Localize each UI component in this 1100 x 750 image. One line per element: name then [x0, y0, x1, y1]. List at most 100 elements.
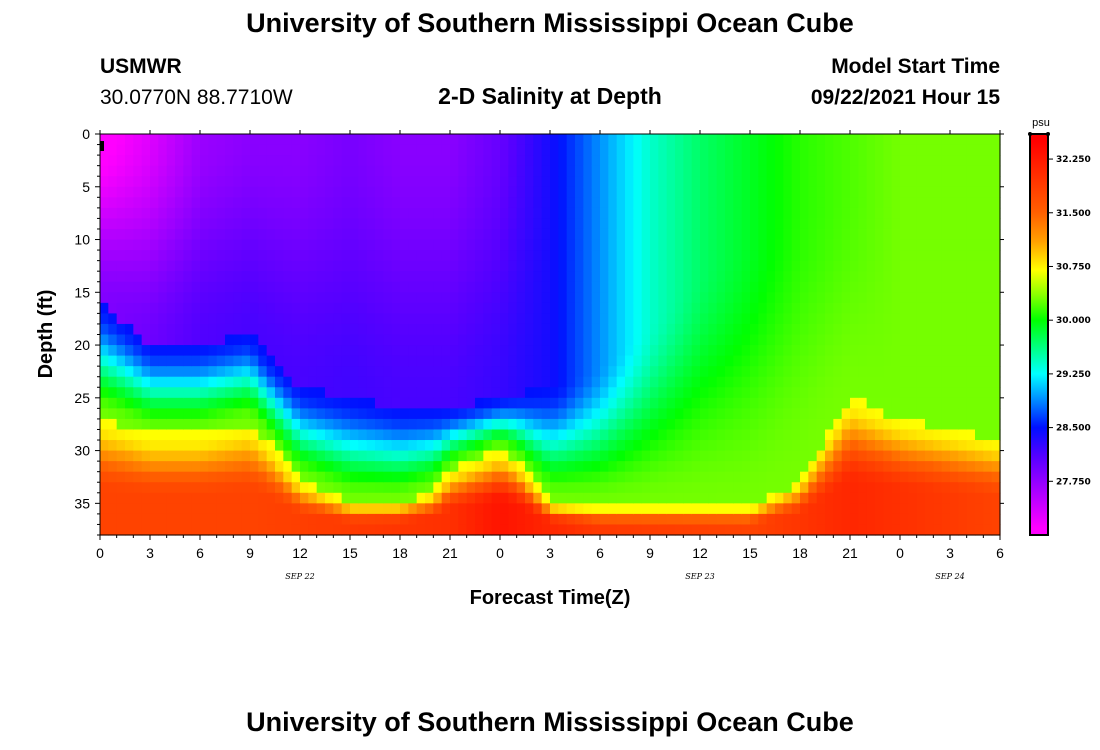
heatmap-cell	[116, 418, 126, 431]
heatmap-cell	[666, 418, 676, 431]
heatmap-cell	[708, 165, 718, 177]
heatmap-cell	[875, 144, 884, 156]
heatmap-cell	[133, 450, 143, 462]
heatmap-cell	[450, 239, 459, 251]
heatmap-cell	[600, 355, 609, 367]
heatmap-cell	[866, 471, 876, 483]
heatmap-cell	[350, 397, 359, 409]
heatmap-cell	[558, 239, 568, 251]
heatmap-cell	[591, 186, 601, 198]
heatmap-cell	[325, 513, 334, 526]
heatmap-cell	[908, 513, 918, 526]
x-axis-title: Forecast Time(Z)	[470, 587, 631, 609]
heatmap-cell	[833, 355, 843, 367]
heatmap-cell	[850, 292, 859, 304]
heatmap-cell	[816, 292, 826, 304]
heatmap-cell	[458, 281, 468, 293]
heatmap-cell	[550, 260, 559, 272]
heatmap-cell	[491, 144, 501, 156]
heatmap-cell	[683, 355, 693, 367]
heatmap-cell	[541, 250, 551, 262]
heatmap-cell	[400, 334, 409, 346]
heatmap-cell	[166, 197, 176, 209]
heatmap-cell	[791, 440, 801, 452]
heatmap-cell	[133, 155, 143, 167]
heatmap-cell	[925, 207, 934, 220]
heatmap-cell	[408, 408, 418, 420]
heatmap-cell	[758, 260, 768, 272]
heatmap-cell	[933, 461, 943, 473]
heatmap-cell	[341, 197, 351, 209]
heatmap-cell	[491, 239, 501, 251]
heatmap-cell	[491, 155, 501, 167]
heatmap-cell	[216, 503, 226, 515]
heatmap-cell	[183, 366, 193, 378]
heatmap-cell	[850, 313, 859, 325]
heatmap-cell	[925, 524, 934, 536]
heatmap-cell	[350, 186, 359, 198]
heatmap-cell	[533, 239, 543, 251]
heatmap-cell	[383, 260, 393, 272]
heatmap-cell	[466, 376, 476, 388]
heatmap-cell	[183, 218, 193, 230]
heatmap-cell	[175, 482, 184, 494]
heatmap-cell	[633, 492, 643, 504]
heatmap-cell	[216, 176, 226, 188]
heatmap-cell	[783, 418, 793, 431]
heatmap-cell	[675, 271, 684, 283]
heatmap-cell	[575, 302, 584, 314]
heatmap-cell	[375, 334, 384, 346]
heatmap-cell	[375, 292, 384, 304]
heatmap-cell	[483, 376, 493, 388]
heatmap-cell	[125, 503, 134, 515]
heatmap-cell	[658, 450, 668, 462]
heatmap-cell	[950, 471, 959, 483]
heatmap-cell	[791, 197, 801, 209]
heatmap-cell	[266, 366, 276, 378]
heatmap-cell	[566, 376, 576, 388]
heatmap-cell	[608, 292, 618, 304]
heatmap-cell	[283, 313, 293, 325]
heatmap-cell	[641, 418, 651, 431]
heatmap-cell	[691, 524, 701, 536]
heatmap-cell	[100, 408, 109, 420]
heatmap-cell	[791, 429, 801, 441]
heatmap-cell	[458, 176, 468, 188]
heatmap-cell	[375, 155, 384, 167]
heatmap-cell	[975, 355, 984, 367]
heatmap-cell	[308, 292, 318, 304]
heatmap-cell	[575, 281, 584, 293]
heatmap-cell	[208, 218, 218, 230]
heatmap-cell	[600, 186, 609, 198]
heatmap-cell	[941, 313, 951, 325]
heatmap-cell	[216, 144, 226, 156]
heatmap-cell	[408, 281, 418, 293]
heatmap-cell	[875, 471, 884, 483]
heatmap-cell	[525, 176, 534, 188]
heatmap-cell	[733, 334, 743, 346]
heatmap-cell	[783, 355, 793, 367]
heatmap-cell	[791, 503, 801, 515]
heatmap-cell	[891, 144, 901, 156]
heatmap-cell	[850, 323, 859, 336]
heatmap-cell	[725, 503, 734, 515]
heatmap-cell	[400, 144, 409, 156]
heatmap-cell	[908, 387, 918, 399]
heatmap-cell	[516, 239, 526, 251]
heatmap-cell	[258, 302, 268, 314]
heatmap-cell	[783, 482, 793, 494]
heatmap-cell	[483, 513, 493, 526]
heatmap-cell	[200, 260, 209, 272]
heatmap-cell	[183, 176, 193, 188]
heatmap-cell	[391, 281, 401, 293]
heatmap-cell	[416, 271, 426, 283]
heatmap-cell	[825, 292, 834, 304]
heatmap-cell	[108, 281, 118, 293]
heatmap-cell	[116, 197, 126, 209]
heatmap-cell	[933, 218, 943, 230]
heatmap-cell	[291, 524, 301, 536]
heatmap-cell	[966, 524, 976, 536]
heatmap-cell	[233, 239, 243, 251]
heatmap-cell	[108, 440, 118, 452]
